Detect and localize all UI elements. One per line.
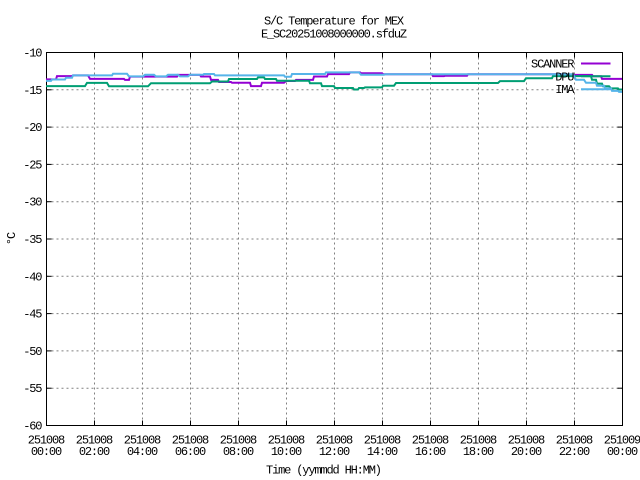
svg-text:02:00: 02:00 xyxy=(79,445,110,459)
svg-text:251008: 251008 xyxy=(220,434,257,448)
svg-text:251008: 251008 xyxy=(268,434,305,448)
svg-text:S/C Temperature for MEX: S/C Temperature for MEX xyxy=(264,15,404,29)
svg-text:-40: -40 xyxy=(23,270,42,284)
svg-text:12:00: 12:00 xyxy=(319,445,350,459)
svg-text:-60: -60 xyxy=(23,420,42,434)
svg-text:00:00: 00:00 xyxy=(31,445,62,459)
svg-text:00:00: 00:00 xyxy=(607,445,638,459)
svg-text:251008: 251008 xyxy=(316,434,353,448)
svg-text:-50: -50 xyxy=(23,345,42,359)
svg-text:-15: -15 xyxy=(23,84,42,98)
svg-text:-20: -20 xyxy=(23,121,42,135)
svg-text:14:00: 14:00 xyxy=(367,445,398,459)
svg-text:08:00: 08:00 xyxy=(223,445,254,459)
svg-text:-25: -25 xyxy=(23,158,42,172)
svg-text:-10: -10 xyxy=(23,47,42,61)
svg-text:-30: -30 xyxy=(23,196,42,210)
svg-text:251008: 251008 xyxy=(508,434,545,448)
svg-text:°C: °C xyxy=(5,232,19,245)
svg-text:251008: 251008 xyxy=(76,434,113,448)
svg-text:Time (yymmdd HH:MM): Time (yymmdd HH:MM) xyxy=(266,464,381,478)
svg-text:251008: 251008 xyxy=(124,434,161,448)
svg-text:SCANNER: SCANNER xyxy=(531,58,574,72)
svg-text:251008: 251008 xyxy=(412,434,449,448)
svg-text:-55: -55 xyxy=(23,382,42,396)
svg-text:04:00: 04:00 xyxy=(127,445,158,459)
svg-text:DPU: DPU xyxy=(555,70,574,84)
svg-text:16:00: 16:00 xyxy=(415,445,446,459)
svg-text:20:00: 20:00 xyxy=(511,445,542,459)
svg-text:251008: 251008 xyxy=(28,434,65,448)
svg-text:22:00: 22:00 xyxy=(559,445,590,459)
svg-text:E_SC20251008000000.sfduZ: E_SC20251008000000.sfduZ xyxy=(261,28,407,42)
svg-text:06:00: 06:00 xyxy=(175,445,206,459)
svg-text:10:00: 10:00 xyxy=(271,445,302,459)
svg-text:251008: 251008 xyxy=(556,434,593,448)
svg-text:18:00: 18:00 xyxy=(463,445,494,459)
svg-text:251008: 251008 xyxy=(364,434,401,448)
svg-text:-45: -45 xyxy=(23,308,42,322)
svg-text:IMA: IMA xyxy=(555,83,575,97)
svg-text:251009: 251009 xyxy=(604,434,640,448)
svg-text:-35: -35 xyxy=(23,233,42,247)
svg-text:251008: 251008 xyxy=(460,434,497,448)
svg-text:251008: 251008 xyxy=(172,434,209,448)
